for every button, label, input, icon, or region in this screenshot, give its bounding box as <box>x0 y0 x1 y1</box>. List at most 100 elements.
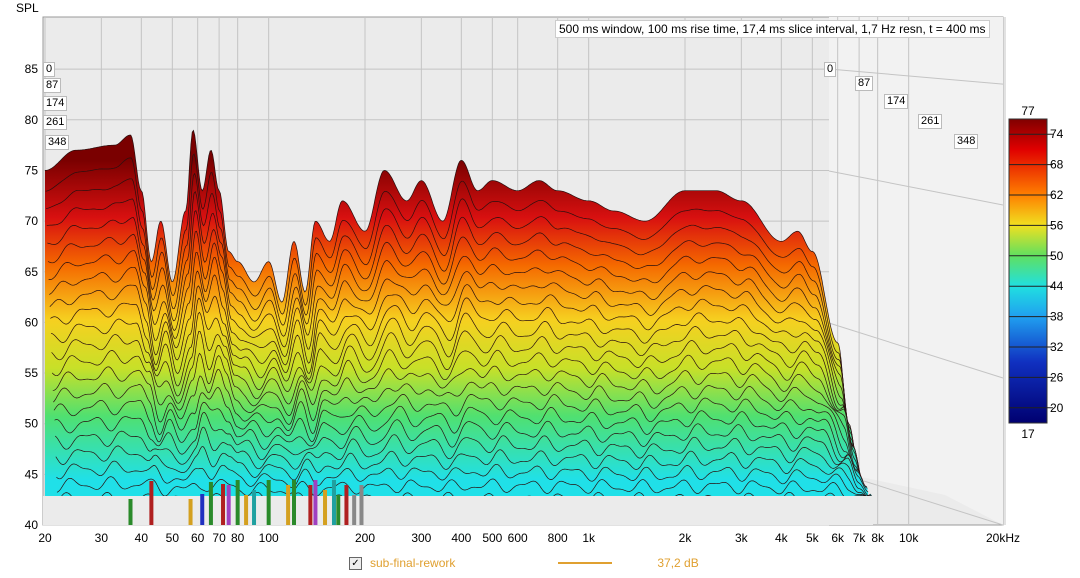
x-tick-label: 7k <box>853 531 867 545</box>
colorbar-tick-label: 26 <box>1050 370 1064 384</box>
x-tick-label: 800 <box>548 531 568 545</box>
peak-marker <box>286 485 291 525</box>
x-tick-label: 60 <box>191 531 205 545</box>
y-tick-label: 55 <box>25 366 39 380</box>
peak-marker <box>252 490 257 525</box>
waterfall-slice-outline <box>47 230 863 479</box>
depth-label-right: 87 <box>855 76 874 91</box>
x-tick-label: 500 <box>482 531 502 545</box>
depth-label-right: 261 <box>918 114 943 129</box>
x-tick-label: 50 <box>166 531 180 545</box>
peak-marker <box>128 499 133 525</box>
depth-label-left: 174 <box>43 96 68 111</box>
peak-marker <box>331 480 336 525</box>
depth-grid-line <box>828 68 1004 85</box>
colorbar-tick-label: 68 <box>1050 158 1064 172</box>
peak-marker <box>221 484 226 525</box>
x-tick-label: 80 <box>231 531 245 545</box>
colorbar <box>1008 118 1048 424</box>
waterfall-slice-outline <box>50 297 865 488</box>
colorbar-tick-label: 20 <box>1050 401 1064 415</box>
colorbar-tick-label: 74 <box>1050 127 1064 141</box>
peak-marker <box>188 499 193 525</box>
peak-marker <box>313 480 318 525</box>
colorbar-tick-label: 62 <box>1050 188 1064 202</box>
x-tick-label: 2k <box>679 531 693 545</box>
y-tick-label: 70 <box>25 214 39 228</box>
waterfall-slice-outline <box>50 311 866 489</box>
measurement-checkbox[interactable]: ✓ <box>349 556 362 570</box>
x-tick-label: 40 <box>135 531 149 545</box>
depth-label-left: 0 <box>43 62 56 77</box>
x-tick-label: 400 <box>451 531 471 545</box>
peak-marker <box>323 490 328 525</box>
y-tick-label: 60 <box>25 315 39 329</box>
peak-marker <box>200 494 205 525</box>
colorbar-max-label: 77 <box>1021 104 1035 118</box>
x-tick-label: 4k <box>775 531 789 545</box>
peak-marker <box>235 480 240 525</box>
measurement-name[interactable]: sub-final-rework <box>370 556 456 570</box>
peak-marker <box>359 485 364 525</box>
x-tick-label: 3k <box>735 531 749 545</box>
peak-marker <box>344 485 349 525</box>
x-tick-label: 30 <box>95 531 109 545</box>
x-tick-label: 1k <box>582 531 596 545</box>
peak-marker <box>266 480 271 525</box>
x-tick-label: 6k <box>831 531 845 545</box>
colorbar-min-label: 17 <box>1021 427 1035 441</box>
colorbar-tick-label: 56 <box>1050 218 1064 232</box>
x-tick-label: 70 <box>212 531 226 545</box>
colorbar-tick-label: 44 <box>1050 279 1064 293</box>
waterfall-slice-outline <box>51 330 866 489</box>
depth-label-left: 348 <box>45 135 70 150</box>
waterfall-slice-outline <box>54 426 870 500</box>
waterfall-slice-outline <box>48 250 863 480</box>
measurement-line-swatch <box>558 562 613 564</box>
waterfall-slice-outline <box>51 350 867 488</box>
waterfall-slice-outline <box>47 209 862 479</box>
waterfall-slice-outline <box>49 266 864 483</box>
y-tick-label: 85 <box>25 62 39 76</box>
waterfall-slice-outline <box>54 412 869 497</box>
measurement-level: 37,2 dB <box>657 556 699 570</box>
colorbar-tick-label: 50 <box>1050 249 1064 263</box>
x-tick-label: 20 <box>38 531 52 545</box>
colorbar-tick-label: 38 <box>1050 310 1064 324</box>
legend: ✓ sub-final-rework 37,2 dB <box>349 556 699 570</box>
y-tick-label: 75 <box>25 163 39 177</box>
peak-marker <box>308 485 313 525</box>
peak-marker <box>208 482 213 525</box>
waterfall-settings-info: 500 ms window, 100 ms rise time, 17,4 ms… <box>555 20 990 38</box>
waterfall-slice-outline <box>46 172 861 478</box>
waterfall-slice-outline <box>53 383 868 489</box>
colorbar-tick-label: 32 <box>1050 340 1064 354</box>
y-tick-label: 65 <box>25 265 39 279</box>
y-tick-label: 45 <box>25 467 39 481</box>
peak-marker <box>336 495 341 525</box>
depth-label-right: 174 <box>884 94 909 109</box>
depth-label-left: 87 <box>43 78 62 93</box>
floor-mask <box>43 496 873 525</box>
y-axis-title: SPL <box>16 1 39 15</box>
depth-label-right: 348 <box>954 134 979 149</box>
waterfall-slice-outline <box>52 366 867 488</box>
y-tick-label: 40 <box>25 518 39 532</box>
depth-grid-line <box>828 170 1004 206</box>
waterfall-slice-outline <box>46 190 862 479</box>
x-tick-label: 300 <box>411 531 431 545</box>
peak-marker <box>352 495 357 525</box>
peak-marker <box>226 485 231 525</box>
x-tick-label: 8k <box>871 531 885 545</box>
depth-grid-line <box>828 322 1004 379</box>
x-tick-label: 20kHz <box>986 531 1020 545</box>
waterfall-slice-outline <box>53 399 869 493</box>
x-tick-label: 5k <box>806 531 820 545</box>
x-tick-label: 600 <box>508 531 528 545</box>
peak-marker <box>292 480 297 525</box>
waterfall-slice-outline <box>45 153 860 477</box>
waterfall-slice-outline <box>55 445 870 499</box>
peak-marker <box>149 481 154 525</box>
y-tick-label: 80 <box>25 113 39 127</box>
